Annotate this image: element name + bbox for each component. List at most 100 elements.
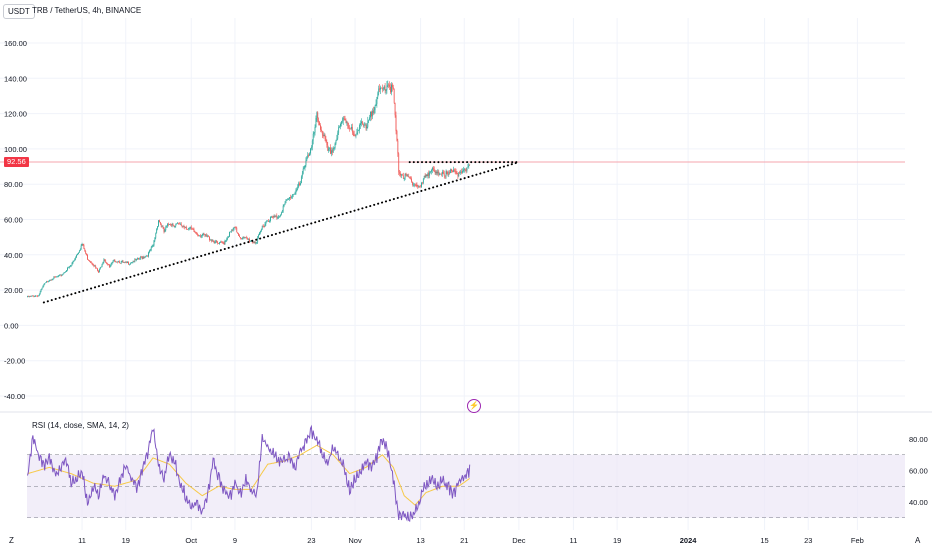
candle-down (320, 129, 322, 131)
candle-up (282, 206, 284, 212)
lightning-icon[interactable]: ⚡ (467, 399, 481, 413)
candle-up (468, 164, 470, 167)
candle-up (287, 199, 289, 201)
candle-up (375, 103, 377, 106)
candle-up (46, 281, 47, 283)
candle-up (314, 127, 316, 133)
candle-up (413, 184, 415, 186)
candle-up (151, 245, 153, 248)
candle-up (341, 121, 342, 124)
candle-down (168, 223, 169, 225)
candle-down (135, 259, 137, 260)
x-tick-label: 9 (233, 536, 237, 545)
y-tick-label: -40.00 (4, 392, 25, 401)
candle-up (378, 88, 380, 94)
x-tick-label: Feb (851, 536, 864, 545)
candle-down (105, 260, 107, 263)
x-tick-label: 11 (570, 536, 578, 545)
candle-up (355, 134, 357, 137)
candle-up (152, 245, 154, 247)
candle-up (113, 259, 115, 262)
candle-down (117, 261, 118, 263)
y-tick-label: 160.00 (4, 39, 27, 48)
candle-up (300, 183, 301, 185)
candle-down (143, 257, 145, 258)
candle-up (56, 276, 57, 278)
current-price-label: 92.56 (4, 157, 29, 167)
candle-up (229, 231, 230, 237)
candle-up (215, 240, 217, 243)
candle-down (208, 236, 209, 237)
candle-up (156, 228, 158, 234)
candle-up (202, 233, 204, 236)
candle-up (73, 260, 75, 262)
candle-up (422, 178, 424, 183)
candle-up (121, 261, 123, 262)
candle-up (284, 203, 286, 205)
candle-up (230, 230, 232, 232)
y-tick-label: 80.00 (4, 180, 23, 189)
candle-down (88, 259, 89, 261)
candle-up (185, 227, 187, 229)
candle-up (177, 223, 179, 225)
candle-up (442, 171, 443, 174)
candle-up (226, 238, 228, 241)
candle-up (275, 215, 277, 217)
candle-up (80, 245, 82, 250)
candle-down (411, 181, 413, 186)
candle-up (53, 276, 55, 280)
candle-up (253, 242, 255, 243)
candle-down (203, 233, 205, 235)
candle-up (161, 226, 163, 228)
candle-up (189, 228, 190, 229)
candle-down (196, 233, 198, 235)
candle-up (241, 239, 243, 240)
candle-up (166, 226, 168, 228)
candle-up (369, 117, 371, 121)
currency-unit-button[interactable]: USDT (3, 4, 35, 19)
candle-down (231, 230, 233, 232)
candle-down (162, 226, 164, 228)
candle-up (94, 265, 96, 267)
candle-up (66, 270, 67, 272)
candle-down (442, 171, 444, 174)
candle-up (259, 232, 260, 236)
candle-down (331, 150, 333, 153)
candle-up (310, 147, 312, 149)
candle-down (405, 174, 407, 175)
candle-down (86, 253, 88, 255)
candle-up (366, 126, 368, 129)
candle-down (371, 111, 372, 117)
candle-up (462, 171, 463, 173)
auto-scale-button[interactable]: A (915, 536, 921, 545)
candle-down (199, 235, 201, 237)
candle-down (416, 184, 418, 187)
candle-up (150, 247, 152, 251)
candle-up (386, 85, 388, 90)
candle-up (445, 171, 447, 177)
candle-up (328, 148, 330, 151)
candle-up (137, 258, 138, 259)
candle-up (182, 226, 184, 228)
candle-down (353, 133, 355, 136)
zoom-button[interactable]: Z (9, 536, 14, 545)
candle-down (97, 268, 98, 271)
candle-up (233, 227, 235, 229)
candle-up (179, 223, 181, 225)
candle-up (242, 236, 244, 240)
candle-down (128, 262, 129, 265)
candle-up (339, 126, 340, 128)
rsi-indicator-title[interactable]: RSI (14, close, SMA, 14, 2) (32, 421, 129, 430)
candle-down (122, 261, 124, 263)
candle-down (126, 262, 128, 264)
candle-up (71, 263, 73, 266)
candle-up (431, 170, 432, 172)
candle-down (37, 295, 38, 297)
candle-up (421, 182, 422, 187)
candle-up (207, 236, 209, 237)
candle-up (435, 171, 437, 174)
candle-up (37, 295, 39, 297)
candle-down (60, 274, 62, 276)
